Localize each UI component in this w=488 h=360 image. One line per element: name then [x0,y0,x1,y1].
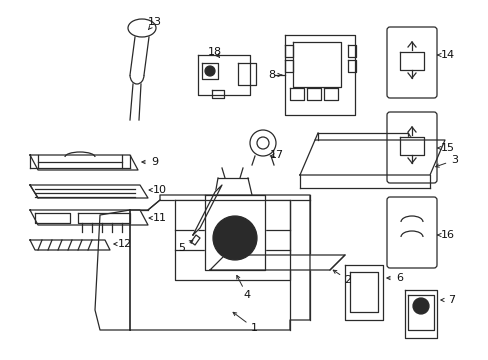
Text: 6: 6 [396,273,403,283]
Polygon shape [191,235,200,245]
Text: 12: 12 [118,239,132,249]
Polygon shape [198,55,249,95]
Text: 11: 11 [153,213,167,223]
Circle shape [412,298,428,314]
Polygon shape [404,290,436,338]
Text: 8: 8 [268,70,275,80]
Text: 2: 2 [344,275,351,285]
Polygon shape [30,185,148,198]
Polygon shape [285,35,354,115]
Polygon shape [299,140,444,175]
Polygon shape [202,63,218,79]
Polygon shape [175,200,289,280]
Polygon shape [30,155,138,170]
Polygon shape [292,42,340,87]
Polygon shape [30,210,148,225]
Text: 16: 16 [440,230,454,240]
Text: 9: 9 [151,157,158,167]
Polygon shape [35,213,70,223]
Text: 4: 4 [243,290,250,300]
Polygon shape [349,272,377,312]
Text: 13: 13 [148,17,162,27]
Text: 15: 15 [440,143,454,153]
Polygon shape [193,185,222,235]
Polygon shape [345,265,382,320]
Text: 10: 10 [153,185,167,195]
Text: 14: 14 [440,50,454,60]
Polygon shape [209,255,345,270]
Polygon shape [399,137,423,155]
Polygon shape [204,195,264,270]
Polygon shape [399,52,423,70]
Text: 18: 18 [207,47,222,57]
Text: 1: 1 [250,323,257,333]
Text: 5: 5 [178,243,185,253]
Circle shape [213,216,257,260]
Circle shape [204,66,215,76]
Text: 3: 3 [450,155,458,165]
Polygon shape [130,195,309,330]
Polygon shape [407,295,433,330]
Polygon shape [30,240,110,250]
Polygon shape [238,63,256,85]
Polygon shape [212,90,224,98]
Polygon shape [78,213,130,223]
Polygon shape [95,210,130,330]
Text: 7: 7 [447,295,455,305]
Text: 17: 17 [269,150,284,160]
